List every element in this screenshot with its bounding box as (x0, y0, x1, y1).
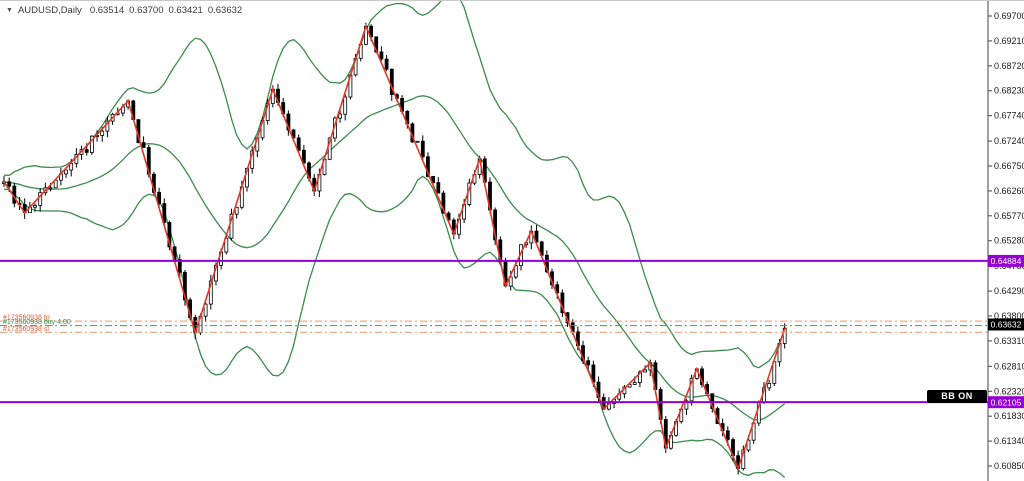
axis-tick-label: 0.68720 (994, 61, 1024, 71)
chart-header: ▼ AUDUSD,Daily 0.63514 0.63700 0.63421 0.6363… (6, 5, 247, 16)
ohlc-open: 0.63514 (89, 5, 125, 16)
ohlc-high: 0.63700 (129, 5, 164, 16)
axis-tick-label: 0.64290 (994, 286, 1024, 296)
axis-tick-label: 0.61830 (994, 411, 1024, 421)
price-badge (988, 254, 1024, 267)
price-badge-label: 0.62105 (991, 397, 1022, 407)
axis-tick-label: 0.66750 (994, 161, 1024, 171)
bollinger-bands (3, 1, 786, 478)
axis-tick-label: 0.67740 (994, 111, 1024, 121)
axis-tick-label: 0.61340 (994, 436, 1024, 446)
axis-tick-label: 0.60850 (994, 461, 1024, 471)
candles-layer (2, 22, 787, 475)
price-badge (988, 396, 1024, 409)
axis-tick-label: 0.63310 (994, 336, 1024, 346)
trade-line-label: #173560938 sl (3, 326, 49, 333)
symbol-dropdown-icon[interactable]: ▼ (6, 7, 13, 14)
axis-tick-label: 0.68230 (994, 86, 1024, 96)
axis-tick-label: 0.65280 (994, 236, 1024, 246)
axis-tick-label: 0.67240 (994, 136, 1024, 146)
price-badge-label: 0.63632 (991, 320, 1022, 330)
bollinger-middle-line (3, 95, 786, 421)
ohlc-low: 0.63421 (168, 5, 203, 16)
axis-tick-label: 0.69210 (994, 36, 1024, 46)
axis-tick-label: 0.65770 (994, 211, 1024, 221)
zigzag-overlay (3, 23, 786, 471)
bb-on-badge[interactable]: BB ON (927, 390, 987, 403)
axis-tick-label: 0.69700 (994, 11, 1024, 21)
bollinger-upper-line (3, 1, 786, 369)
price-axis: 0.69700 0.69210 0.68720 0.68230 0.67740 0.672… (987, 1, 1024, 481)
ohlc-close: 0.63632 (207, 5, 243, 16)
axis-tick-label: 0.62810 (994, 361, 1024, 371)
price-badge (988, 318, 1024, 331)
trade-line-label: #173560938 tp (3, 315, 50, 322)
symbol-period-label: AUDUSD,Daily (17, 5, 82, 16)
axis-tick-label: 0.66260 (994, 186, 1024, 196)
bollinger-lower-line (3, 175, 786, 478)
axis-tick-label: 0.62320 (994, 386, 1024, 396)
axis-tick-label: 0.63800 (994, 311, 1024, 321)
price-badge-label: 0.64884 (991, 256, 1022, 266)
trade-line-label: #173560938 buy 4.00 (3, 319, 71, 326)
